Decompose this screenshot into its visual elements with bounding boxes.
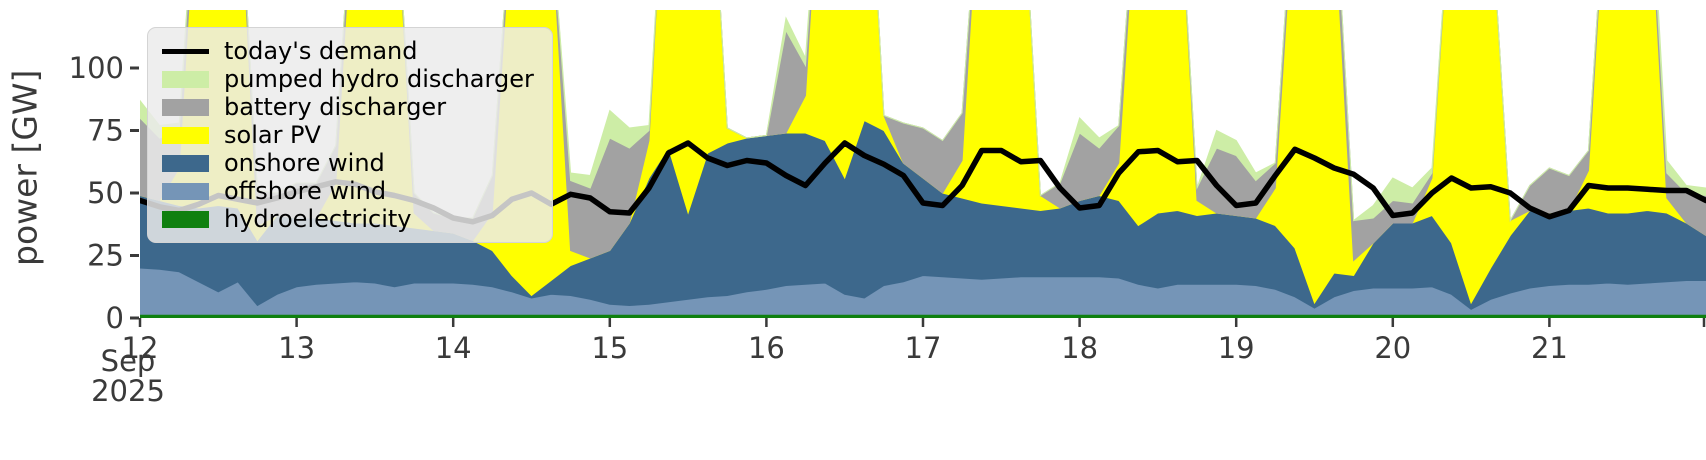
- legend-label: offshore wind: [224, 177, 387, 205]
- x-tick-label: 17: [905, 331, 942, 365]
- y-tick-label: 50: [87, 176, 124, 210]
- x-tick-label: 19: [1218, 331, 1255, 365]
- area-hydroelectricity: [140, 313, 1706, 318]
- y-tick-label: 75: [87, 114, 124, 148]
- legend-swatch-offshore-wind: [162, 182, 209, 200]
- legend-item-todays-demand: today's demand: [162, 37, 534, 65]
- y-tick-label: 100: [69, 51, 124, 85]
- legend-swatch-pumped-hydro-discharger: [162, 70, 209, 88]
- x-axis-year-label: 2025: [91, 374, 165, 408]
- x-tick-label: 15: [591, 331, 628, 365]
- x-tick-label: 14: [435, 331, 472, 365]
- legend-item-pumped-hydro-discharger: pumped hydro discharger: [162, 65, 534, 93]
- legend-swatch-battery-discharger: [162, 98, 209, 116]
- legend-label: solar PV: [224, 121, 321, 149]
- legend-label: battery discharger: [224, 93, 447, 121]
- x-axis-month-label: Sep: [100, 344, 156, 378]
- legend-item-hydroelectricity: hydroelectricity: [162, 205, 534, 233]
- x-tick-label: 18: [1061, 331, 1098, 365]
- legend-label: onshore wind: [224, 149, 385, 177]
- legend-label: pumped hydro discharger: [224, 65, 534, 93]
- legend-swatch-onshore-wind: [162, 154, 209, 172]
- x-tick-label: 13: [278, 331, 315, 365]
- y-tick-label: 0: [106, 301, 124, 335]
- area-pumped-hydro-discharger: [140, 10, 1706, 223]
- x-tick-label: 21: [1531, 331, 1568, 365]
- x-tick-label: 16: [748, 331, 785, 365]
- y-tick-label: 25: [87, 239, 124, 273]
- legend-swatch-solar-pv: [162, 126, 209, 144]
- legend-item-offshore-wind: offshore wind: [162, 177, 534, 205]
- legend-item-battery-discharger: battery discharger: [162, 93, 534, 121]
- legend-swatch-hydroelectricity: [162, 210, 209, 228]
- y-axis-title: power [GW]: [5, 69, 45, 267]
- x-tick-label: 20: [1374, 331, 1411, 365]
- legend-item-onshore-wind: onshore wind: [162, 149, 534, 177]
- x-tick-label: 12: [122, 331, 159, 365]
- y-axis: 0 25 50 75 100: [69, 51, 139, 335]
- legend: today's demand pumped hydro discharger bat…: [147, 27, 553, 243]
- legend-label: today's demand: [224, 37, 418, 65]
- legend-item-solar-pv: solar PV: [162, 121, 534, 149]
- legend-swatch-todays-demand: [162, 48, 209, 54]
- legend-label: hydroelectricity: [224, 205, 412, 233]
- x-axis: 12 13 14 15 16 17 18 19 20 21: [122, 318, 1706, 365]
